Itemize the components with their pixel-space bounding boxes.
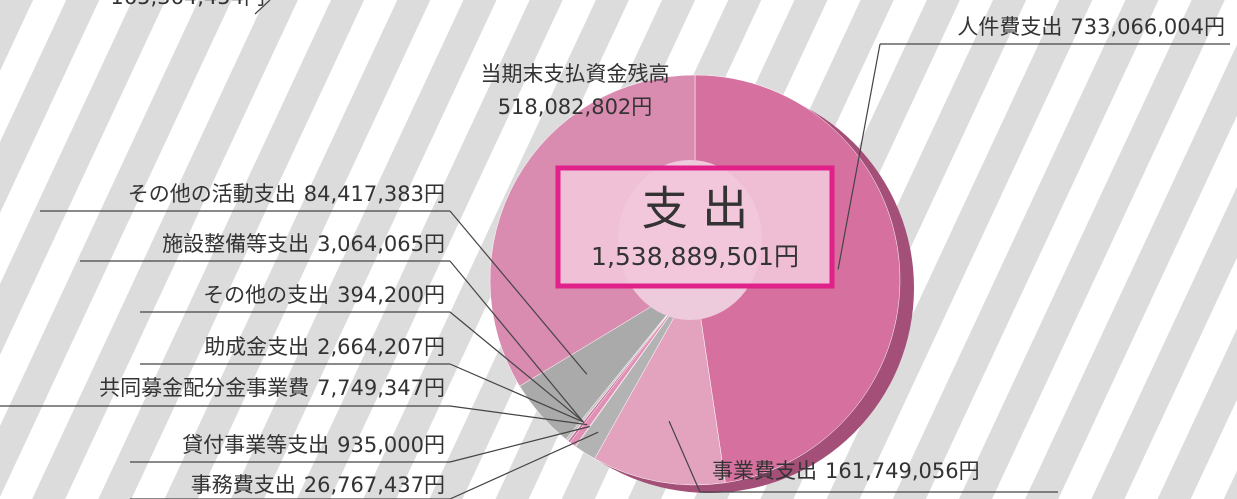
value-label: 935,000円 [337,433,445,457]
value-label: 26,767,437円 [304,473,445,497]
category-label: 事務費支出 [191,473,296,497]
value-label: 84,417,383円 [304,182,445,206]
leader-line [449,405,588,426]
leader-line [254,0,271,15]
leader-line [449,260,583,422]
category-label: 施設整備等支出 [162,232,309,256]
value-label: 394,200円 [337,283,445,307]
category-label: その他の支出 [203,283,329,307]
category-label: その他の活動支出 [128,182,296,206]
category-label: 事業費支出 [712,459,817,483]
leader-line [449,210,588,375]
leader-line [449,363,585,423]
slice-label: 助成金支出 2,664,207円 [204,335,445,359]
slice-label: 貸付事業等支出 935,000円 [182,433,445,457]
center-title: 支 出 [642,182,749,236]
value-label: 161,749,056円 [825,459,980,483]
value-label: 3,064,065円 [317,232,445,256]
value-label: 2,664,207円 [317,335,445,359]
category-label: 貸付事業等支出 [182,433,329,457]
slice-label: 施設整備等支出 3,064,065円 [162,232,445,256]
value-label: 733,066,004円 [1070,15,1225,39]
value-label: 518,082,802円 [498,95,653,119]
category-label: 助成金支出 [204,335,309,359]
leader-line [449,425,590,463]
slice-label: 共同募金配分金事業費 7,749,347円 [99,376,445,400]
slice-label: 当期末支払資金残高 [481,62,670,86]
center-box [555,165,835,289]
slice-label: 事務費支出 26,767,437円 [191,473,445,497]
slice-label: その他の支出 394,200円 [203,283,445,307]
pie-slice [594,279,726,486]
slice-label: その他の活動支出 84,417,383円 [128,182,445,206]
slice-label: 事業費支出 161,749,056円 [712,459,980,483]
category-label: 共同募金配分金事業費 [99,376,309,400]
slice-label: 人件費支出 733,066,004円 [957,15,1225,39]
leader-line [837,43,881,270]
leader-line [668,420,701,493]
value-label: 7,749,347円 [317,376,445,400]
category-label: 人件費支出 [957,15,1062,39]
leader-line [449,311,584,423]
center-total: 1,538,889,501円 [591,242,799,271]
leader-line [449,431,599,499]
annotation: 165,364,454円 [110,0,265,9]
